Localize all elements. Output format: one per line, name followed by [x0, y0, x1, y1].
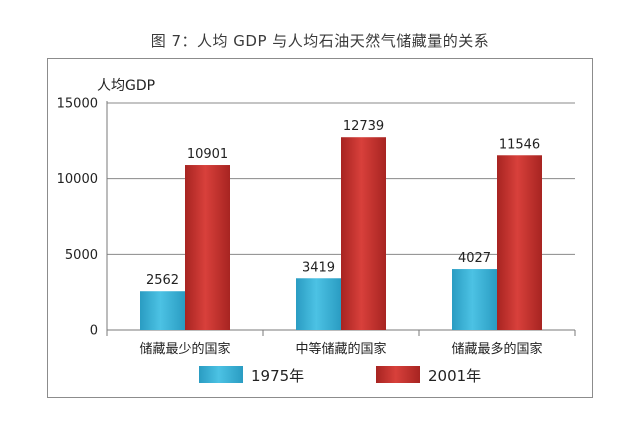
legend-label-1975年: 1975年 — [251, 367, 304, 385]
y-axis-title: 人均GDP — [97, 78, 155, 94]
data-label-1975年-储藏最多的国家: 4027 — [458, 251, 491, 266]
chart-title: 图 7：人均 GDP 与人均石油天然气储藏量的关系 — [150, 32, 490, 50]
data-label-2001年-储藏最多的国家: 11546 — [499, 137, 540, 152]
data-label-2001年-中等储藏的国家: 12739 — [343, 119, 384, 134]
y-tick-label-10000: 10000 — [57, 172, 98, 187]
y-tick-label-0: 0 — [90, 324, 98, 339]
bar-layer — [140, 137, 542, 330]
y-tick-label-15000: 15000 — [57, 97, 98, 112]
y-tick-label-5000: 5000 — [65, 248, 98, 263]
bar-2001年-储藏最少的国家 — [185, 165, 230, 330]
x-tick-label-1: 中等储藏的国家 — [295, 341, 386, 357]
legend-swatch-2001年 — [376, 366, 420, 383]
x-tick-label-0: 储藏最少的国家 — [139, 341, 230, 357]
legend-label-2001年: 2001年 — [428, 367, 481, 385]
label-layer: 2562 10901 3419 12739 4027 11546 — [146, 119, 540, 288]
bar-1975年-中等储藏的国家 — [296, 278, 341, 330]
legend-swatch-1975年 — [199, 366, 243, 383]
data-label-1975年-中等储藏的国家: 3419 — [302, 260, 335, 275]
data-label-1975年-储藏最少的国家: 2562 — [146, 273, 179, 288]
x-tick-label-2: 储藏最多的国家 — [451, 341, 542, 357]
data-label-2001年-储藏最少的国家: 10901 — [187, 147, 228, 162]
bar-1975年-储藏最少的国家 — [140, 291, 185, 330]
bar-2001年-中等储藏的国家 — [341, 137, 386, 330]
legend-layer: 1975年 2001年 — [199, 366, 481, 385]
bar-2001年-储藏最多的国家 — [497, 155, 542, 330]
bar-1975年-储藏最多的国家 — [452, 269, 497, 330]
